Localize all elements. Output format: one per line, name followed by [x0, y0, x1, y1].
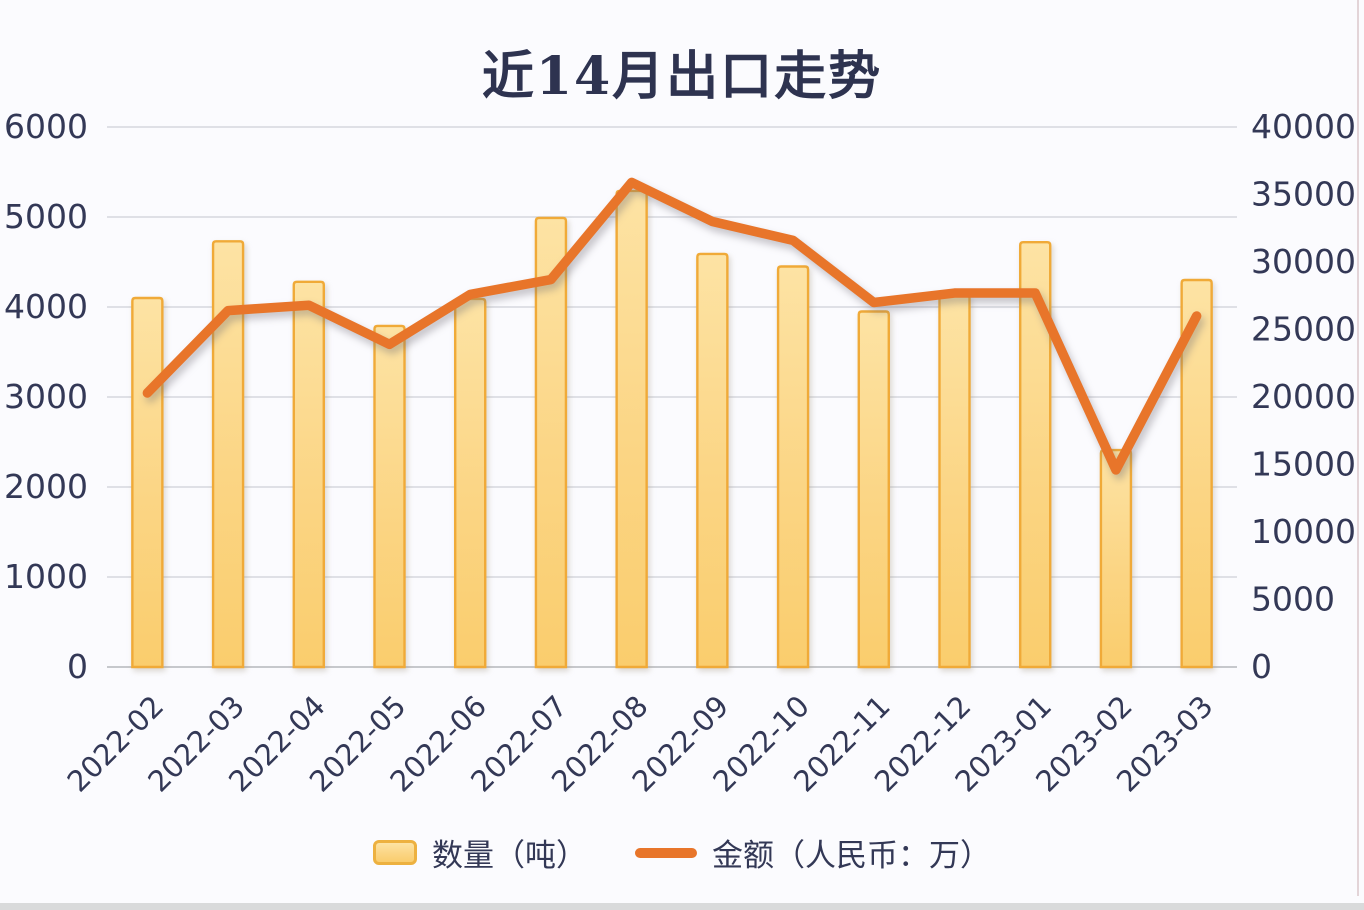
bar-2022-09	[696, 252, 729, 669]
gridlines	[107, 126, 1237, 578]
left-tick-label: 2000	[4, 467, 88, 506]
left-tick-label: 1000	[4, 557, 88, 596]
right-tick-label: 15000	[1251, 445, 1356, 484]
bar-2022-05	[373, 324, 406, 669]
line-series-swatch-icon	[635, 847, 697, 858]
bar-2022-07	[534, 216, 568, 669]
legend-label-quantity: 数量（吨）	[432, 838, 587, 874]
bar-2022-11	[857, 310, 890, 669]
right-tick-label: 5000	[1251, 580, 1335, 619]
right-tick-label: 20000	[1251, 377, 1356, 416]
left-tick-label: 3000	[4, 377, 88, 416]
bar-2022-06	[454, 297, 487, 669]
bar-2022-10	[776, 265, 810, 669]
screenshot-right-border	[1357, 0, 1359, 896]
right-tick-label: 30000	[1251, 242, 1356, 281]
right-axis-labels: 0 5000 10000 15000 20000 25000 30000 35000 40000	[1251, 107, 1356, 686]
bar-2022-12	[938, 294, 971, 669]
bar-2022-08	[615, 189, 648, 669]
bar-series	[131, 189, 1213, 669]
legend-item-quantity: 数量（吨）	[373, 830, 587, 875]
legend-label-amount: 金额（人民币：万）	[712, 838, 991, 874]
bar-2022-04	[292, 280, 325, 669]
left-tick-label: 5000	[4, 197, 88, 236]
screenshot-bottom-edge	[0, 903, 1364, 910]
x-axis-labels: 2022-022022-032022-042022-052022-062022-…	[61, 689, 1220, 799]
bar-2022-03	[211, 240, 245, 669]
legend-item-amount: 金额（人民币：万）	[635, 830, 991, 875]
left-axis-labels: 0 1000 2000 3000 4000 5000 6000	[4, 107, 88, 686]
bar-2023-01	[1019, 241, 1052, 669]
left-tick-label: 6000	[4, 107, 88, 146]
chart-title: 近14月出口走势	[481, 46, 883, 107]
left-tick-label: 0	[67, 647, 88, 686]
left-tick-label: 4000	[4, 287, 88, 326]
bar-2023-03	[1180, 278, 1213, 669]
right-tick-label: 0	[1251, 647, 1272, 686]
chart-legend: 数量（吨） 金额（人民币：万）	[0, 830, 1364, 875]
bar-series-swatch-icon	[373, 840, 417, 865]
amount-line	[142, 177, 1202, 475]
right-tick-label: 25000	[1251, 310, 1356, 349]
right-tick-label: 10000	[1251, 512, 1356, 551]
bar-2023-02	[1099, 448, 1133, 669]
bar-2022-02	[131, 296, 164, 669]
right-tick-label: 35000	[1251, 175, 1356, 214]
right-tick-label: 40000	[1251, 107, 1356, 146]
